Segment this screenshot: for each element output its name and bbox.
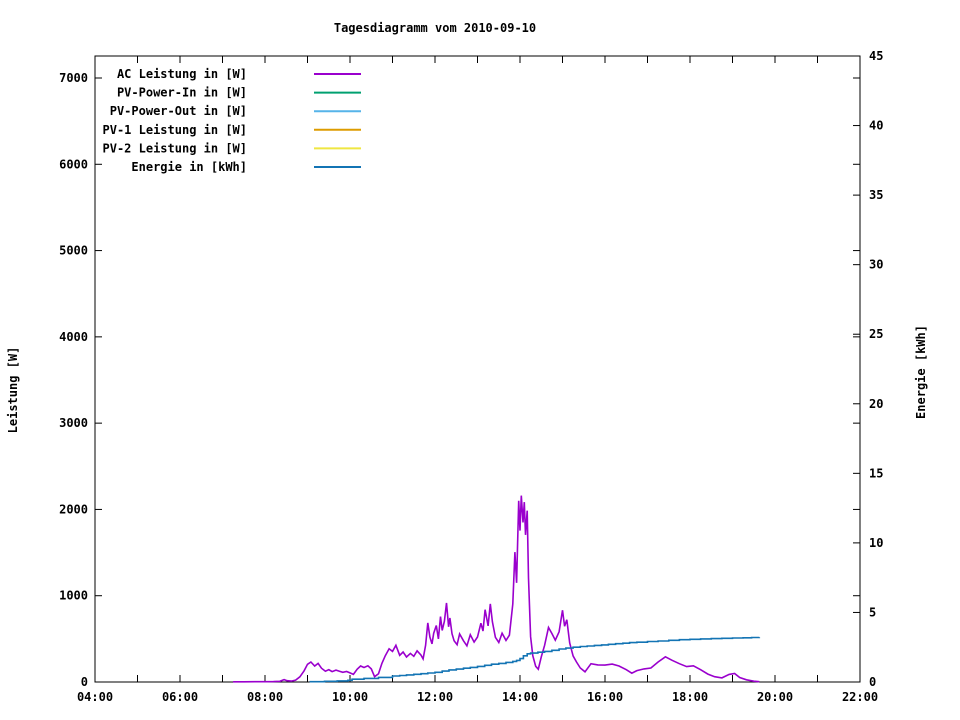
- y-tick-label: 1000: [59, 589, 88, 603]
- chart-title: Tagesdiagramm vom 2010-09-10: [334, 21, 536, 35]
- legend-label-pv-1-leistung-in-w: PV-1 Leistung in [W]: [103, 123, 248, 137]
- y-tick-label: 0: [81, 675, 88, 689]
- legend-label-ac-leistung-in-w: AC Leistung in [W]: [117, 67, 247, 81]
- plot-area: 04:00 06:00 08:00 10:00 12:00 14:00 16:00 18:00…: [59, 49, 883, 704]
- y-tick-label: 7000: [59, 71, 88, 85]
- legend-item-pv-1-leistung-in-w: PV-1 Leistung in [W]: [103, 123, 361, 137]
- legend-item-pv-2-leistung-in-w: PV-2 Leistung in [W]: [103, 141, 361, 155]
- x-tick-label: 04:00: [77, 690, 113, 704]
- legend-label-pv-2-leistung-in-w: PV-2 Leistung in [W]: [103, 141, 248, 155]
- series-line-energie-in-kwh: [309, 636, 761, 683]
- series-line-ac-leistung-in-w: [233, 495, 760, 683]
- y-tick-label: 2000: [59, 502, 88, 516]
- legend-label-energie-in-kwh: Energie in [kWh]: [131, 160, 247, 174]
- y2-tick-label: 45: [869, 49, 883, 63]
- y2-tick-label: 35: [869, 188, 883, 202]
- legend-item-pv-power-in-in-w: PV-Power-In in [W]: [117, 86, 361, 100]
- x-tick-label: 10:00: [332, 690, 368, 704]
- x-tick-label: 16:00: [587, 690, 623, 704]
- y2-axis-ticks: [853, 55, 860, 683]
- y2-tick-label: 10: [869, 536, 883, 550]
- y2-axis-label: Energie [kWh]: [914, 325, 928, 419]
- legend-item-energie-in-kwh: Energie in [kWh]: [131, 160, 361, 174]
- legend-label-pv-power-in-in-w: PV-Power-In in [W]: [117, 86, 247, 100]
- legend: AC Leistung in [W] PV-Power-In in [W] PV-P…: [103, 67, 361, 174]
- y2-tick-label: 5: [869, 605, 876, 619]
- x-tick-label: 08:00: [247, 690, 283, 704]
- legend-item-ac-leistung-in-w: AC Leistung in [W]: [117, 67, 361, 81]
- legend-label-pv-power-out-in-w: PV-Power-Out in [W]: [110, 104, 247, 118]
- y-tick-label: 5000: [59, 244, 88, 258]
- legend-item-pv-power-out-in-w: PV-Power-Out in [W]: [110, 104, 361, 118]
- x-tick-label: 18:00: [672, 690, 708, 704]
- y2-tick-label: 20: [869, 397, 883, 411]
- x-tick-label: 22:00: [842, 690, 878, 704]
- x-tick-label: 20:00: [757, 690, 793, 704]
- y-tick-label: 6000: [59, 157, 88, 171]
- y-axis-label: Leistung [W]: [6, 347, 20, 434]
- x-tick-label: 06:00: [162, 690, 198, 704]
- x-tick-label: 12:00: [417, 690, 453, 704]
- y2-tick-label: 30: [869, 258, 883, 272]
- y-tick-label: 3000: [59, 416, 88, 430]
- x-tick-label: 14:00: [502, 690, 538, 704]
- y2-tick-label: 25: [869, 327, 883, 341]
- y-tick-label: 4000: [59, 330, 88, 344]
- y2-tick-label: 40: [869, 119, 883, 133]
- y2-tick-label: 15: [869, 466, 883, 480]
- y2-tick-label: 0: [869, 675, 876, 689]
